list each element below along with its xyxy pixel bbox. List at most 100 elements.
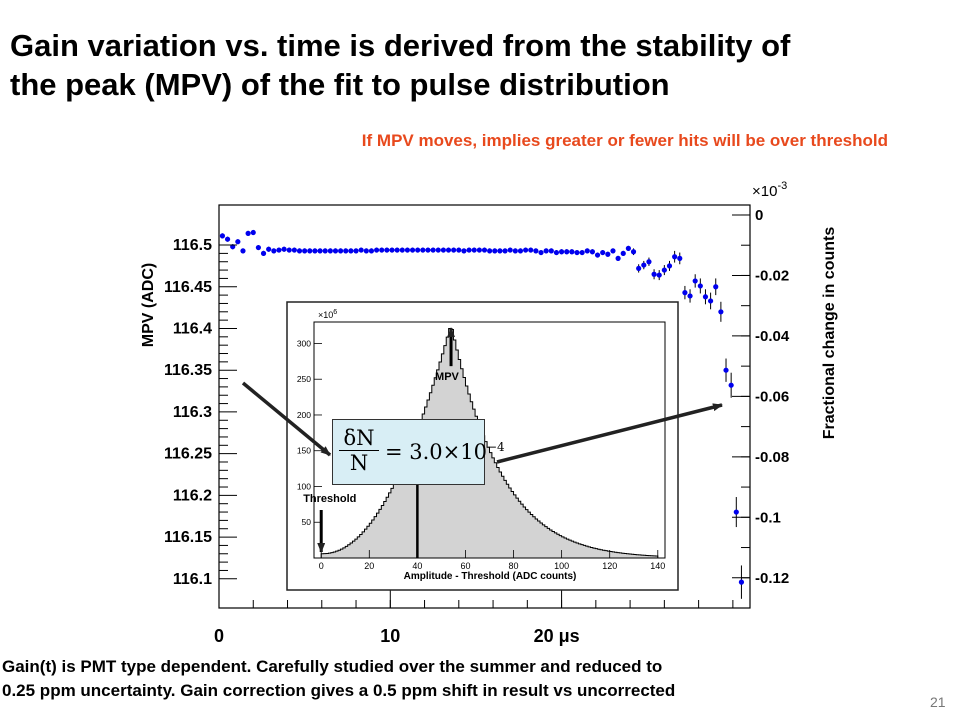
data-point	[312, 248, 318, 254]
data-point	[394, 247, 400, 253]
threshold-annotation: Threshold	[303, 493, 356, 505]
title-line-2: the peak (MPV) of the fit to pulse distr…	[10, 67, 670, 102]
data-point	[471, 247, 477, 253]
inset-x-label: Amplitude - Threshold (ADC counts)	[404, 571, 577, 582]
data-point	[409, 247, 416, 253]
left-axis-ticks: 116.1 116.15 116.2 116.25 116.3 116.35 116.4 11…	[164, 237, 237, 588]
main-plot-border	[218, 204, 751, 609]
data-point	[266, 246, 272, 252]
data-point	[692, 278, 698, 284]
data-point	[291, 247, 297, 253]
inset-y-tick-label: 100	[297, 481, 311, 491]
y2-axis-label: Fractional change in counts	[821, 227, 838, 440]
data-point	[738, 579, 745, 585]
data-point	[600, 249, 606, 256]
data-point	[507, 247, 513, 253]
y-tick-label: 116.45	[164, 279, 212, 296]
y-tick-label: 116.1	[173, 571, 212, 588]
fraction: δN N	[339, 426, 379, 476]
data-point	[702, 294, 709, 300]
data-point	[389, 247, 395, 253]
inset-x-tick-label: 120	[602, 561, 617, 571]
data-point	[672, 254, 678, 260]
footer-text: Gain(t) is PMT type dependent. Carefully…	[2, 655, 957, 703]
x-tick-label: 10	[380, 626, 400, 646]
equation-rhs: = 3.0×10−4	[385, 440, 505, 464]
inset-x-tick-label: 140	[650, 561, 665, 571]
data-point	[651, 271, 657, 277]
page-number: 21	[930, 694, 946, 710]
data-point	[404, 247, 411, 253]
data-point	[358, 247, 364, 253]
data-point	[713, 284, 719, 290]
inset-x-tick-label: 100	[554, 561, 569, 571]
footer-line-1: Gain(t) is PMT type dependent. Carefully…	[2, 657, 663, 676]
data-point	[553, 249, 560, 256]
y2-tick-label: -0.02	[755, 267, 789, 284]
data-point	[666, 263, 673, 269]
data-point	[286, 247, 292, 253]
data-point	[260, 250, 267, 256]
data-point	[630, 249, 637, 255]
data-point	[564, 249, 570, 255]
data-point	[615, 255, 621, 261]
data-point	[728, 382, 734, 388]
data-point	[579, 249, 585, 256]
data-point	[456, 247, 462, 253]
data-point	[368, 248, 375, 254]
data-point	[697, 283, 703, 289]
data-point	[327, 248, 333, 254]
footer-line-2: 0.25 ppm uncertainty. Gain correction gi…	[2, 681, 676, 700]
data-point	[420, 247, 426, 253]
fraction-denominator: N	[349, 451, 369, 475]
data-point	[517, 248, 524, 254]
formula-box: δN N = 3.0×10−4	[332, 419, 505, 485]
data-point	[528, 247, 534, 253]
data-point	[235, 239, 241, 245]
data-point	[281, 246, 287, 252]
inset-y-tick-label: 250	[297, 374, 311, 384]
data-point	[584, 248, 590, 254]
x-tick-label: 0	[214, 626, 224, 646]
data-point	[589, 249, 596, 255]
y-tick-label: 116.5	[173, 237, 212, 254]
y-tick-label: 116.35	[164, 362, 212, 379]
data-point	[317, 248, 323, 254]
data-point	[677, 255, 683, 261]
data-point	[512, 248, 518, 254]
fraction-numerator: δN	[339, 426, 379, 451]
title-line-1: Gain variation vs. time is derived from …	[10, 28, 791, 63]
data-point	[363, 248, 369, 254]
data-point	[250, 229, 256, 236]
y2-tick-label: -0.12	[755, 570, 789, 587]
y2-tick-label: -0.06	[755, 388, 789, 405]
data-point	[425, 247, 431, 253]
slide-subtitle: If MPV moves, implies greater or fewer h…	[361, 131, 888, 150]
data-point	[353, 248, 359, 254]
data-point	[620, 250, 626, 256]
inset-y-tick-label: 150	[297, 446, 311, 456]
data-point	[523, 247, 529, 253]
data-point	[415, 247, 421, 253]
x-tick-label: 20 μs	[534, 626, 580, 646]
y-axis-label: MPV (ADC)	[140, 263, 157, 347]
data-point	[558, 249, 565, 255]
data-point	[332, 248, 339, 254]
y-tick-label: 116.15	[164, 529, 212, 546]
data-point	[271, 248, 277, 254]
data-point	[641, 262, 647, 268]
data-point	[245, 230, 251, 236]
y2-tick-label: 0	[755, 207, 763, 224]
data-point	[461, 248, 467, 254]
data-point	[384, 247, 390, 253]
data-point	[718, 309, 724, 315]
data-point	[255, 244, 261, 251]
data-point	[687, 293, 693, 299]
data-point	[646, 259, 652, 265]
data-point	[723, 367, 729, 373]
inset-y-tick-label: 300	[297, 338, 311, 348]
data-point	[338, 248, 344, 254]
slide-title: Gain variation vs. time is derived from …	[10, 26, 955, 104]
data-point	[610, 248, 616, 254]
